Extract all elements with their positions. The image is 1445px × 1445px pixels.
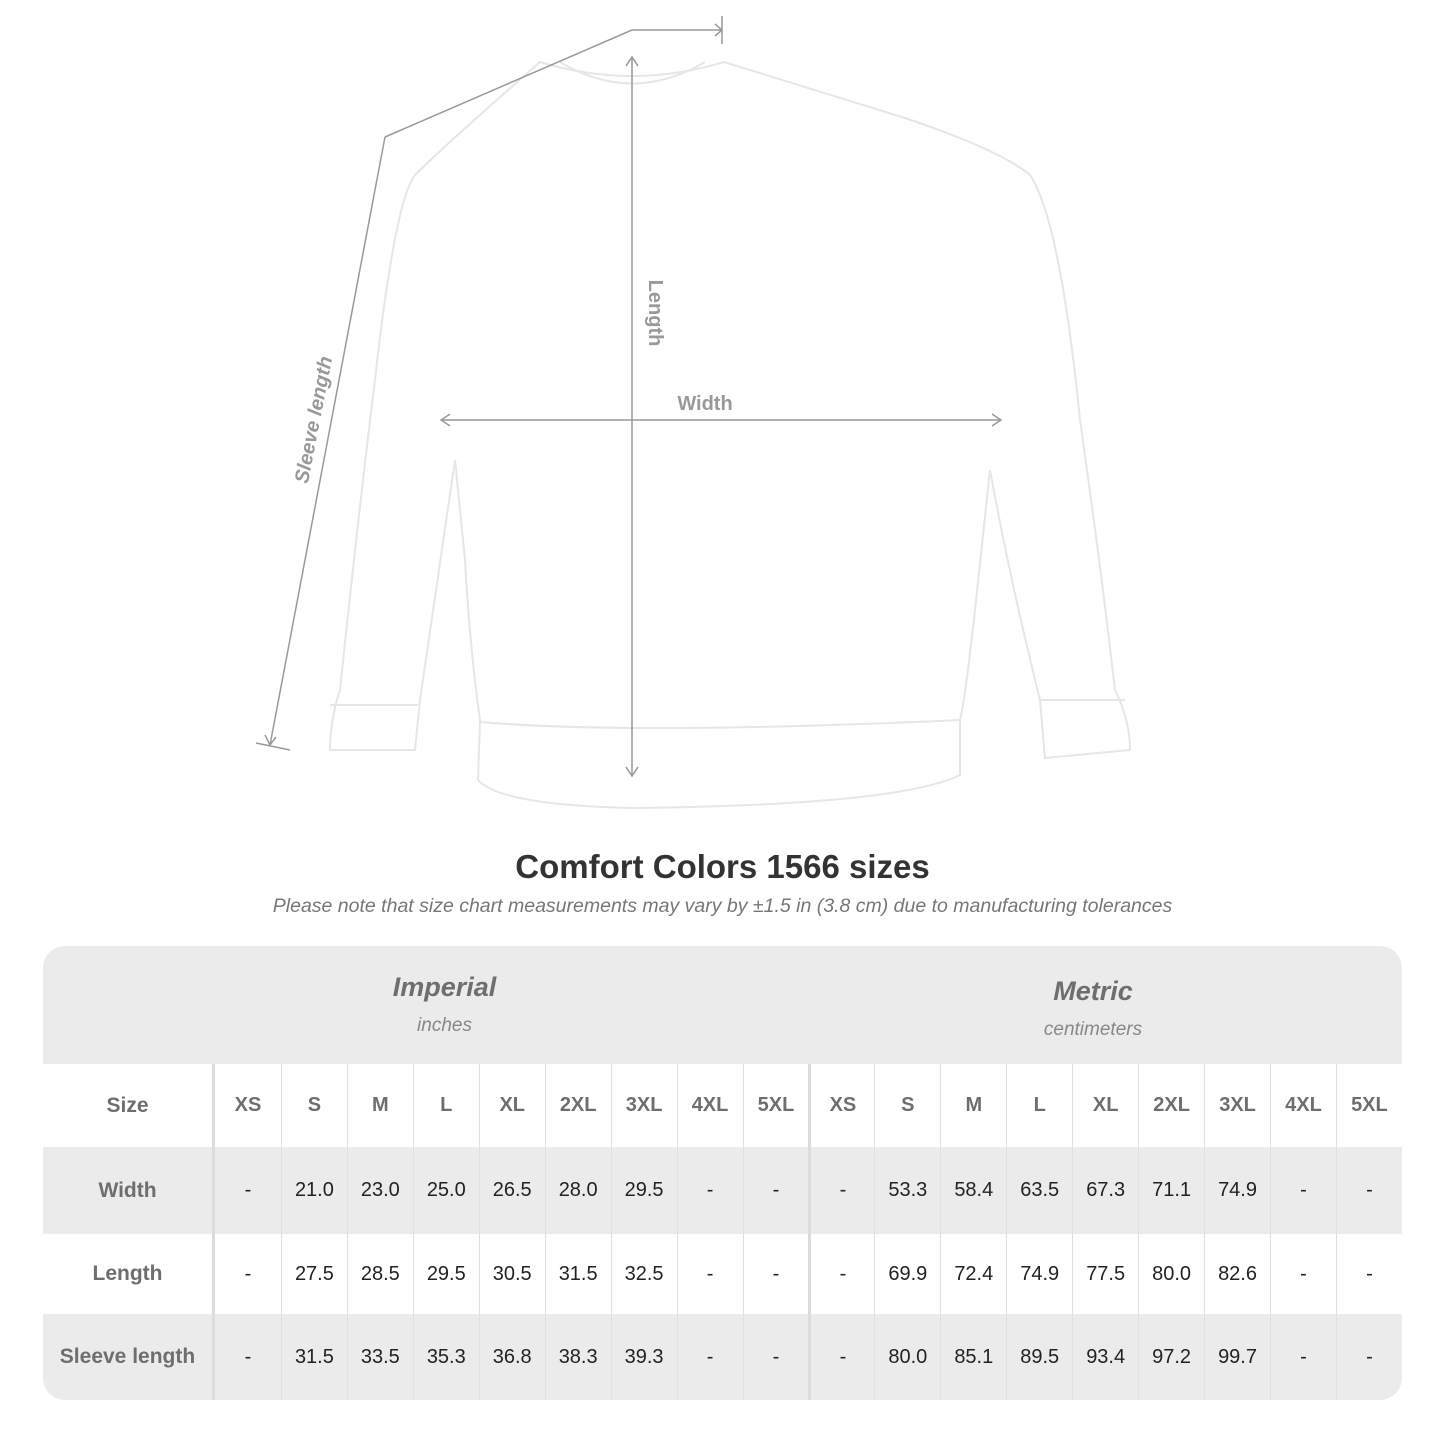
table-cell: - [676,1147,743,1234]
size-header-cell: 5XL [1335,1064,1402,1147]
size-header-cell: M [940,1064,1006,1147]
table-cell: 93.4 [1072,1314,1138,1400]
sweatshirt-diagram: Length Width Sleeve length [255,16,1132,810]
row-label: Size [43,1064,215,1147]
size-header-cell: XL [1072,1064,1138,1147]
table-cell: 23.0 [346,1147,413,1234]
length-line [625,55,639,778]
row-label: Length [43,1234,215,1314]
table-cell: 27.5 [280,1234,347,1314]
table-cell: 32.5 [610,1234,677,1314]
table-cell: - [808,1234,874,1314]
table-cell: 63.5 [1006,1147,1072,1234]
page-title: Comfort Colors 1566 sizes [515,848,930,885]
sweatshirt-illustration [328,60,1132,810]
table-cell: 29.5 [610,1147,677,1234]
table-cell: 97.2 [1138,1314,1204,1400]
size-header-cell: XS [234,1094,262,1116]
tolerance-note: Please note that size chart measurements… [272,895,1173,917]
table-row: Sleeve length -31.5 33.5 35.3 36.8 38.3 39.3- -… [43,1314,1402,1400]
size-header-cell: 2XL [1138,1064,1204,1147]
table-cell: 28.5 [346,1234,413,1314]
table-cell: 80.0 [1138,1234,1204,1314]
size-header-cell: 3XL [610,1064,677,1147]
table-cell: 77.5 [1072,1234,1138,1314]
table-cell: 53.3 [874,1147,940,1234]
sleeve-length-line [384,16,724,138]
table-cell: 21.0 [280,1147,347,1234]
table-cell: - [808,1147,874,1234]
length-label: Length [644,280,666,347]
table-cell: 35.3 [412,1314,479,1400]
table-cell: 74.9 [1204,1147,1270,1234]
table-cell: 31.5 [280,1314,347,1400]
size-header-cell: 4XL [1270,1064,1336,1147]
width-line [439,413,1003,427]
table-header-band [43,946,1402,1064]
size-header-cell: S [874,1064,940,1147]
table-row: Width -21.0 23.0 25.0 26.5 28.0 29.5- - -53.3 58.… [43,1147,1402,1234]
imperial-title: Imperial [392,972,497,1002]
table-cell: 71.1 [1138,1147,1204,1234]
size-header-cell: 3XL [1204,1064,1270,1147]
table-cell: - [244,1179,252,1201]
table-cell: 38.3 [544,1314,611,1400]
table-cell: 29.5 [412,1234,479,1314]
measurement-lines [255,16,1003,778]
table-row: Length -27.5 28.5 29.5 30.5 31.5 32.5- - -69.9 72… [43,1234,1402,1314]
table-cell: 99.7 [1204,1314,1270,1400]
table-cell: 33.5 [346,1314,413,1400]
table-cell: 80.0 [874,1314,940,1400]
size-header-cell: S [280,1064,347,1147]
table-cell: - [1335,1314,1402,1400]
size-header-cell: L [1006,1064,1072,1147]
table-cell: - [1335,1147,1402,1234]
imperial-unit: inches [417,1015,472,1036]
table-cell: 58.4 [940,1147,1006,1234]
size-header-row: Size XS S M L XL 2XL 3XL 4XL 5XL XS S M L XL 2XL 3XL 4XL 5… [43,1064,1402,1147]
table-cell: 39.3 [610,1314,677,1400]
metric-header: Metric centimeters [809,976,1377,1041]
table-cell: 31.5 [544,1234,611,1314]
table-cell: 28.0 [544,1147,611,1234]
table-cell: 25.0 [412,1147,479,1234]
table-cell: - [244,1262,252,1285]
size-chart-table: Imperial inches Metric centimeters Size X… [43,946,1402,1400]
table-cell: - [1270,1147,1336,1234]
table-cell: 67.3 [1072,1147,1138,1234]
size-header-cell: XS [808,1064,874,1147]
width-label: Width [677,393,732,415]
table-cell: - [742,1234,809,1314]
table-cell: - [244,1345,252,1368]
table-cell: 69.9 [874,1234,940,1314]
table-cell: - [676,1234,743,1314]
table-cell: 89.5 [1006,1314,1072,1400]
size-header-cell: 5XL [742,1064,809,1147]
metric-title: Metric [1053,976,1133,1006]
size-header-cell: 2XL [544,1064,611,1147]
table-cell: 30.5 [478,1234,545,1314]
table-cell: 36.8 [478,1314,545,1400]
table-cell: 26.5 [478,1147,545,1234]
table-cell: - [808,1314,874,1400]
table-cell: - [1270,1314,1336,1400]
table-cell: 72.4 [940,1234,1006,1314]
table-cell: 85.1 [940,1314,1006,1400]
table-cell: - [1335,1234,1402,1314]
row-label: Width [43,1147,215,1234]
table-cell: - [1270,1234,1336,1314]
table-cell: - [742,1314,809,1400]
sleeve-length-label: Sleeve length [291,354,337,485]
size-header-cell: 4XL [676,1064,743,1147]
size-header-cell: L [412,1064,479,1147]
imperial-header: Imperial inches [215,972,674,1037]
size-header-cell: XL [478,1064,545,1147]
table-cell: - [742,1147,809,1234]
table-cell: 74.9 [1006,1234,1072,1314]
table-cell: 82.6 [1204,1234,1270,1314]
size-header-cell: M [346,1064,413,1147]
row-label: Sleeve length [43,1314,215,1400]
metric-unit: centimeters [1043,1019,1143,1040]
table-cell: - [676,1314,743,1400]
